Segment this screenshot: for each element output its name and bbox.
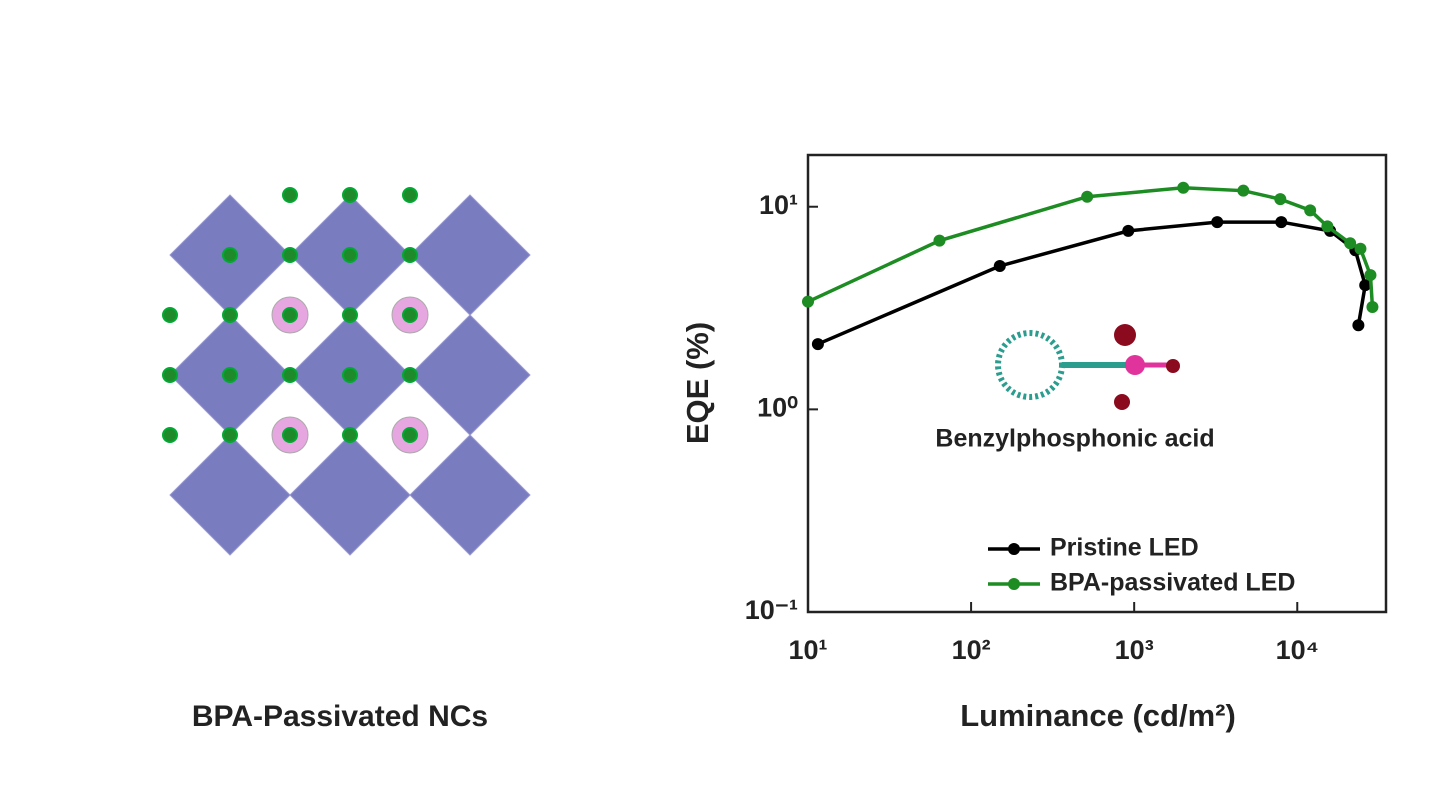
atom: [1166, 359, 1180, 373]
data-point: [1354, 242, 1367, 255]
y-tick-label: 10⁻¹: [745, 595, 798, 625]
halide: [342, 187, 358, 203]
series-line: [807, 186, 1375, 308]
legend-label: BPA-passivated LED: [1050, 569, 1295, 597]
data-point: [933, 234, 946, 247]
data-point: [1177, 181, 1190, 194]
data-point: [1304, 204, 1317, 217]
nanocrystal-diagram: [162, 187, 531, 556]
ring: [995, 330, 1065, 400]
octahedron: [289, 434, 411, 556]
halide: [222, 367, 238, 383]
data-point: [1274, 193, 1287, 206]
data-point: [993, 259, 1006, 272]
halide: [282, 427, 298, 443]
data-point: [811, 338, 824, 351]
data-point: [1366, 301, 1379, 314]
halide: [282, 367, 298, 383]
halide: [402, 367, 418, 383]
halide: [342, 427, 358, 443]
halide: [162, 307, 178, 323]
data-point: [1275, 216, 1288, 229]
atom: [1114, 324, 1136, 346]
halide: [162, 427, 178, 443]
y-tick-label: 10⁰: [757, 392, 798, 422]
halide: [282, 247, 298, 263]
halide: [342, 247, 358, 263]
x-axis-label: Luminance (cd/m²): [960, 698, 1236, 733]
y-axis-label: EQE (%): [680, 322, 715, 444]
halide: [342, 307, 358, 323]
halide: [402, 427, 418, 443]
halide: [402, 307, 418, 323]
x-tick-label: 10³: [1115, 635, 1154, 665]
series-line: [817, 220, 1368, 346]
octahedron: [409, 314, 531, 436]
chart: 10¹ 10² 10³ 10⁴ 10⁻¹ 10⁰ 10¹ Pristine LED BPA-pa…: [745, 181, 1379, 665]
data-point: [1321, 220, 1334, 233]
x-tick-label: 10²: [952, 635, 991, 665]
legend-marker: [1008, 578, 1020, 590]
data-point: [1211, 216, 1224, 229]
octahedron: [169, 434, 291, 556]
data-point: [802, 295, 814, 308]
molecule-inset: [995, 324, 1180, 410]
halide: [222, 247, 238, 263]
data-point: [1237, 184, 1250, 197]
data-point: [1344, 237, 1357, 250]
data-point: [1352, 319, 1365, 332]
octahedron: [409, 434, 531, 556]
left-caption: BPA-Passivated NCs: [192, 700, 488, 733]
halide: [402, 187, 418, 203]
annotation: Benzylphosphonic acid: [935, 425, 1214, 453]
halide: [222, 427, 238, 443]
data-point: [1122, 224, 1135, 237]
legend-label: Pristine LED: [1050, 534, 1199, 562]
legend-marker: [1008, 543, 1020, 555]
plot-frame: [806, 153, 1388, 614]
halide: [162, 367, 178, 383]
y-tick-label: 10¹: [759, 190, 798, 220]
halide: [282, 187, 298, 203]
halide: [222, 307, 238, 323]
data-point: [1364, 269, 1377, 282]
data-point: [1359, 279, 1372, 292]
halide: [342, 367, 358, 383]
data-point: [1081, 190, 1094, 203]
octahedron: [409, 194, 531, 316]
halide: [402, 247, 418, 263]
atom: [1125, 355, 1145, 375]
halide: [282, 307, 298, 323]
x-tick-label: 10⁴: [1276, 635, 1319, 665]
x-tick-label: 10¹: [788, 635, 827, 665]
atom: [1114, 394, 1130, 410]
